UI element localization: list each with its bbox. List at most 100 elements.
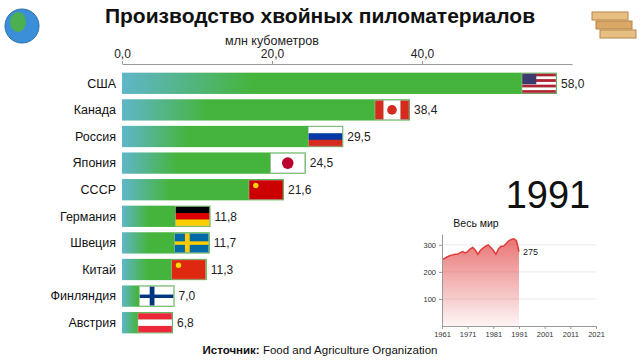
bars (122, 73, 557, 334)
flag-icon (375, 100, 409, 119)
inset-x-tick: 2001 (537, 326, 554, 339)
bar (122, 232, 210, 253)
flag-icon (249, 180, 283, 200)
inset-y-tick-mark (439, 272, 442, 273)
inset-y-tick-label: 300 (423, 241, 436, 250)
x-axis: 0,0 20,0 40,0 (114, 47, 572, 65)
flag-icon (176, 207, 210, 227)
category-labels: США Канада Россия Япония СССР Германия Швеция К… (51, 77, 117, 330)
globe-land (10, 12, 26, 32)
x-tick: 0,0 (114, 47, 131, 64)
inset-x-tick-mark (519, 326, 520, 329)
x-tick-mark (272, 61, 273, 64)
inset-y-tick-label: 100 (423, 295, 436, 304)
bar (122, 179, 284, 200)
grid-line (442, 244, 596, 245)
data-label: 24,5 (310, 156, 334, 170)
data-label: 29,5 (347, 130, 371, 144)
line-plot (442, 239, 519, 326)
wood-icon (592, 12, 636, 38)
inset-y-axis: 100 200 300 (423, 235, 442, 327)
inset-data-label: 275 (523, 247, 538, 257)
flag-icon (138, 313, 172, 333)
category-label: Финляндия (51, 289, 116, 303)
flag-icon (172, 260, 206, 280)
x-tick: 20,0 (261, 47, 285, 64)
inset-data-labels: 275 (523, 247, 538, 257)
inset-x-tick-label: 1971 (460, 330, 477, 339)
inset-x-tick-label: 1981 (485, 330, 502, 339)
flag-icon (308, 127, 342, 147)
bar (122, 259, 207, 280)
data-label: 21,6 (288, 183, 312, 197)
category-label: СССР (81, 183, 116, 197)
inset-x-tick-label: 2001 (537, 330, 554, 339)
data-label: 11,3 (211, 263, 234, 277)
plank (596, 21, 632, 29)
flags (138, 74, 556, 333)
x-tick-mark (422, 61, 423, 64)
inset-x-tick: 1991 (511, 326, 528, 339)
inset-x-tick-mark (545, 326, 546, 329)
plank (592, 12, 628, 20)
category-label: Япония (73, 156, 116, 170)
x-tick: 40,0 (411, 47, 435, 64)
line (442, 239, 519, 260)
category-label: Канада (74, 103, 116, 117)
inset-x-tick-label: 2011 (563, 330, 579, 339)
flag-icon (271, 153, 305, 173)
inset-x-tick-mark (596, 326, 597, 329)
plank (600, 30, 636, 38)
inset-x-tick-label: 1961 (434, 330, 451, 339)
bar (122, 152, 306, 173)
inset-x-tick: 1961 (434, 326, 451, 339)
bar (122, 285, 175, 306)
inset-x-tick-mark (468, 326, 469, 329)
inset-y-tick: 100 (423, 295, 442, 304)
inset-x-tick-mark (493, 326, 494, 329)
data-label: 58,0 (561, 77, 585, 91)
inset-x-tick: 2011 (563, 326, 579, 339)
category-label: Австрия (68, 316, 116, 330)
inset-x-tick-mark (570, 326, 571, 329)
bar (122, 206, 211, 227)
inset-y-tick: 300 (423, 241, 442, 250)
inset-x-tick: 2021 (588, 326, 605, 339)
inset-x-tick: 1981 (485, 326, 502, 339)
inset-x-tick-label: 2021 (588, 330, 605, 339)
area (442, 239, 519, 326)
inset-y-tick-mark (439, 245, 442, 246)
bar (122, 312, 173, 333)
chart: Производство хвойных пиломатериаловмлн к… (0, 0, 640, 360)
data-label: 38,4 (414, 103, 438, 117)
category-label: Швеция (70, 236, 116, 250)
bar (122, 99, 410, 120)
data-label: 11,7 (214, 236, 237, 250)
flag-icon (140, 286, 174, 306)
x-tick-label: 40,0 (411, 47, 435, 61)
inset-y-tick-mark (439, 299, 442, 300)
x-tick-mark (122, 61, 123, 64)
category-label: США (87, 77, 116, 91)
flag-icon (522, 74, 556, 94)
data-label: 6,8 (177, 316, 194, 330)
bar (122, 73, 557, 94)
bar (122, 126, 343, 147)
year-annotation: 1991 (506, 174, 591, 216)
inset-title: Весь мир (453, 217, 499, 229)
globe-icon (5, 9, 39, 43)
inset-x-tick: 1971 (460, 326, 477, 339)
chart-title: Производство хвойных пиломатериалов (105, 4, 535, 27)
category-label: Германия (60, 210, 116, 224)
inset-x-tick-label: 1991 (511, 330, 528, 339)
source-note: Источник: Food and Agriculture Organizat… (203, 344, 438, 356)
inset-y-tick: 200 (423, 268, 442, 277)
inset-y-tick-label: 200 (423, 268, 436, 277)
category-label: Китай (82, 263, 116, 277)
x-tick-label: 0,0 (114, 47, 131, 61)
x-axis-line (123, 64, 573, 65)
category-label: Россия (75, 130, 116, 144)
data-label: 11,8 (215, 210, 238, 224)
inset-x-axis: 1961 1971 1981 1991 2001 2011 2021 (434, 326, 605, 339)
data-label: 7,0 (179, 289, 196, 303)
